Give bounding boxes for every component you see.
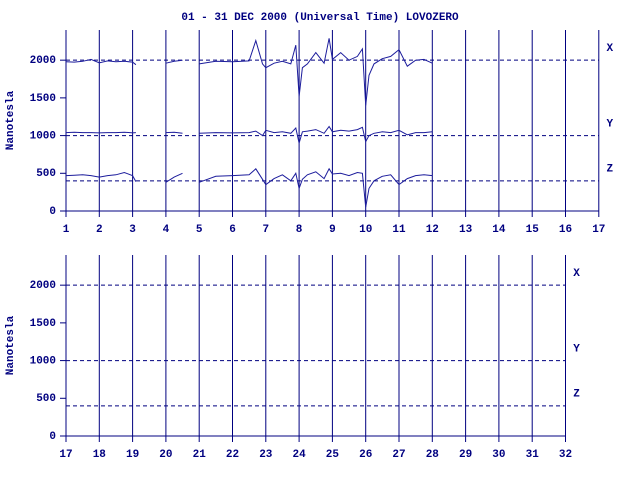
y-tick-label: 2000 xyxy=(30,280,56,292)
x-tick-label: 3 xyxy=(129,224,136,236)
x-tick-label: 12 xyxy=(426,224,439,236)
x-tick-label: 32 xyxy=(559,449,572,461)
x-tick-label: 17 xyxy=(592,224,605,236)
x-tick-label: 8 xyxy=(296,224,303,236)
x-tick-label: 24 xyxy=(292,449,306,461)
x-tick-label: 29 xyxy=(459,449,472,461)
y-tick-label: 1000 xyxy=(30,130,56,142)
x-tick-label: 6 xyxy=(229,224,236,236)
x-tick-label: 14 xyxy=(492,224,506,236)
x-tick-label: 17 xyxy=(59,449,72,461)
x-tick-label: 11 xyxy=(392,224,406,236)
x-tick-label: 4 xyxy=(163,224,170,236)
x-tick-label: 15 xyxy=(526,224,540,236)
x-tick-label: 27 xyxy=(392,449,405,461)
y-tick-label: 500 xyxy=(36,168,56,180)
series-line xyxy=(65,125,433,144)
x-tick-label: 22 xyxy=(226,449,239,461)
y-tick-label: 2000 xyxy=(30,55,56,67)
x-tick-label: 2 xyxy=(96,224,103,236)
x-tick-label: 1 xyxy=(63,224,70,236)
y-axis-label: Nanotesla xyxy=(5,315,17,375)
reference-label: Y xyxy=(606,118,613,130)
x-tick-label: 19 xyxy=(126,449,139,461)
series-line xyxy=(65,38,433,106)
reference-label: Z xyxy=(606,164,613,176)
x-tick-label: 5 xyxy=(196,224,203,236)
reference-label: X xyxy=(573,268,580,280)
y-tick-label: 1000 xyxy=(30,355,56,367)
y-tick-label: 1500 xyxy=(30,93,56,105)
x-tick-label: 13 xyxy=(459,224,473,236)
x-tick-label: 23 xyxy=(259,449,273,461)
reference-label: Z xyxy=(573,389,580,401)
y-tick-label: 1500 xyxy=(30,318,56,330)
x-tick-label: 21 xyxy=(193,449,207,461)
y-tick-label: 0 xyxy=(49,206,56,218)
x-tick-label: 31 xyxy=(526,449,540,461)
x-tick-label: 25 xyxy=(326,449,340,461)
y-tick-label: 0 xyxy=(49,431,56,443)
x-tick-label: 20 xyxy=(159,449,172,461)
chart-title: 01 - 31 DEC 2000 (Universal Time) LOVOZE… xyxy=(181,12,459,24)
series-line xyxy=(65,167,433,208)
reference-label: Y xyxy=(573,343,580,355)
reference-label: X xyxy=(606,43,613,55)
x-tick-label: 18 xyxy=(93,449,107,461)
x-tick-label: 30 xyxy=(492,449,505,461)
y-tick-label: 500 xyxy=(36,393,56,405)
x-tick-label: 16 xyxy=(559,224,572,236)
x-tick-label: 10 xyxy=(359,224,372,236)
x-tick-label: 26 xyxy=(359,449,372,461)
x-tick-label: 9 xyxy=(329,224,336,236)
x-tick-label: 28 xyxy=(426,449,440,461)
y-axis-label: Nanotesla xyxy=(5,90,17,150)
x-tick-label: 7 xyxy=(262,224,269,236)
